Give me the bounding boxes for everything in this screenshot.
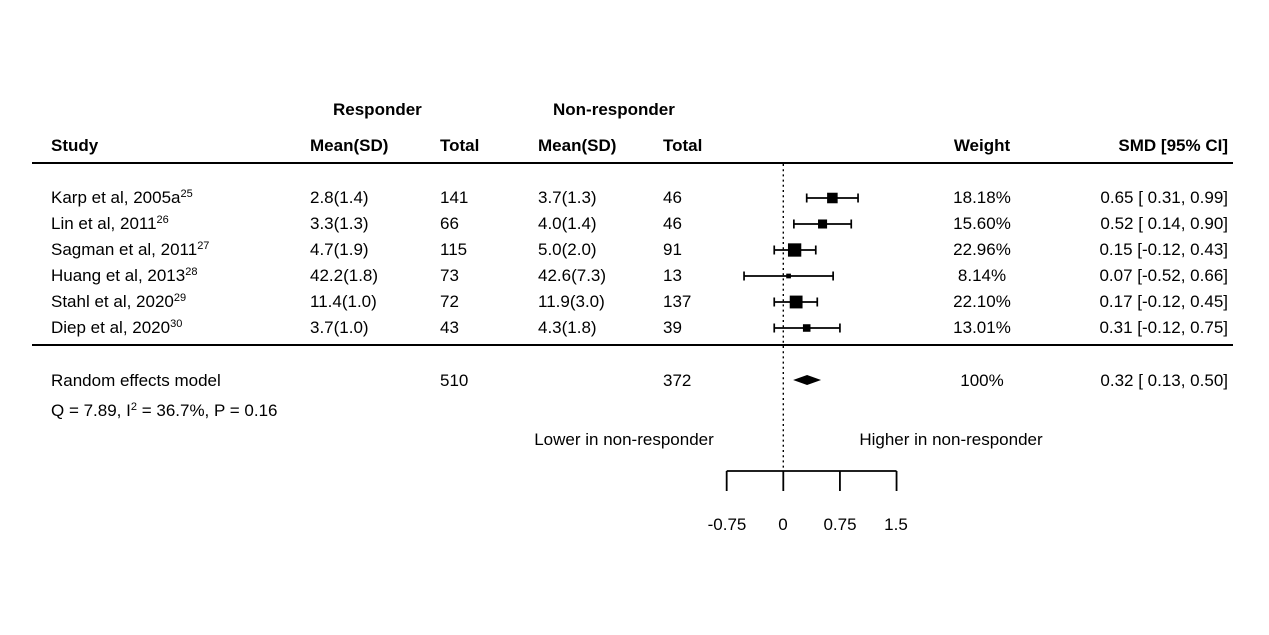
- study-column-header: Study: [51, 136, 99, 155]
- responder-total-cell: 73: [440, 266, 459, 285]
- nonresponder-total-cell: 13: [663, 266, 682, 285]
- responder-total-cell: 72: [440, 292, 459, 311]
- nonresponder-total-cell: 46: [663, 188, 682, 207]
- heterogeneity-suffix: = 36.7%, P = 0.16: [136, 401, 278, 420]
- study-ref-superscript: 29: [173, 292, 187, 304]
- smd-ci-cell: 0.52 [ 0.14, 0.90]: [1100, 214, 1228, 233]
- study-label: Sagman et al, 201127: [51, 237, 209, 263]
- heterogeneity-superscript: 2: [130, 401, 137, 413]
- nonresponder-mean-sd-cell: 11.9(3.0): [538, 292, 605, 311]
- nonresponder-mean-sd-cell: 3.7(1.3): [538, 188, 597, 207]
- effect-square: [827, 192, 838, 204]
- summary-diamond: [793, 375, 822, 385]
- nonresponder-mean-sd-cell: 4.3(1.8): [538, 318, 597, 337]
- smd-ci-cell: 0.31 [-0.12, 0.75]: [1099, 318, 1228, 337]
- summary-responder-total: 510: [440, 371, 469, 390]
- direction-label-right: Higher in non-responder: [859, 430, 1043, 449]
- study-ref-superscript: 26: [156, 214, 169, 226]
- study-label: Huang et al, 201328: [51, 263, 197, 289]
- nonresponder-mean-sd-column-header: Mean(SD): [538, 136, 617, 155]
- effect-square: [802, 324, 811, 332]
- study-name: Sagman et al, 2011: [51, 240, 198, 259]
- nonresponder-total-cell: 39: [663, 318, 682, 337]
- smd-ci-cell: 0.07 [-0.52, 0.66]: [1099, 266, 1228, 285]
- responder-total-cell: 43: [440, 318, 459, 337]
- study-label: Karp et al, 2005a25: [51, 185, 193, 211]
- summary-weight-cell: 100%: [960, 371, 1004, 390]
- header-rule: [32, 162, 1233, 164]
- study-ref-superscript: 27: [197, 240, 210, 252]
- responder-total-cell: 66: [440, 214, 459, 233]
- effect-square: [789, 295, 803, 309]
- responder-mean-sd-cell: 4.7(1.9): [310, 240, 369, 259]
- responder-total-cell: 115: [440, 240, 468, 259]
- summary-smd-ci-cell: 0.32 [ 0.13, 0.50]: [1100, 371, 1228, 390]
- study-label: Lin et al, 201126: [51, 211, 169, 237]
- weight-cell: 22.10%: [953, 292, 1011, 311]
- weight-cell: 22.96%: [953, 240, 1011, 259]
- summary-model-label: Random effects model: [51, 371, 221, 390]
- smd-ci-cell: 0.65 [ 0.31, 0.99]: [1100, 188, 1228, 207]
- heterogeneity-prefix: Q = 7.89, I: [51, 401, 131, 420]
- study-ref-superscript: 30: [170, 318, 183, 330]
- weight-cell: 15.60%: [953, 214, 1011, 233]
- nonresponder-total-cell: 137: [663, 292, 692, 311]
- nonresponder-mean-sd-cell: 4.0(1.4): [538, 214, 597, 233]
- direction-label-left: Lower in non-responder: [534, 430, 714, 449]
- nonresponder-total-cell: 91: [663, 240, 682, 259]
- weight-cell: 13.01%: [953, 318, 1011, 337]
- study-name: Diep et al, 2020: [51, 318, 171, 337]
- effect-square: [786, 273, 791, 279]
- study-label: Stahl et al, 202029: [51, 289, 186, 315]
- responder-mean-sd-cell: 2.8(1.4): [310, 188, 369, 207]
- responder-mean-sd-cell: 42.2(1.8): [310, 266, 379, 285]
- x-axis-tick-label: 1.5: [884, 515, 908, 534]
- responder-mean-sd-column-header: Mean(SD): [310, 136, 389, 155]
- responder-mean-sd-cell: 3.3(1.3): [310, 214, 369, 233]
- responder-total-column-header: Total: [440, 136, 480, 155]
- responder-mean-sd-cell: 11.4(1.0): [310, 292, 377, 311]
- nonresponder-total-cell: 46: [663, 214, 682, 233]
- nonresponder-total-column-header: Total: [663, 136, 703, 155]
- study-name: Stahl et al, 2020: [51, 292, 174, 311]
- study-label: Diep et al, 202030: [51, 315, 182, 341]
- effect-square: [818, 219, 828, 229]
- responder-group-header: Responder: [333, 100, 422, 119]
- study-name: Huang et al, 2013: [51, 266, 186, 285]
- effect-square: [787, 243, 802, 257]
- x-axis-tick-label: -0.75: [707, 515, 747, 534]
- nonresponder-mean-sd-cell: 42.6(7.3): [538, 266, 607, 285]
- smd-ci-column-header: SMD [95% CI]: [1118, 136, 1228, 155]
- nonresponder-group-header: Non-responder: [553, 100, 675, 119]
- x-axis-tick-label: 0: [778, 515, 788, 534]
- nonresponder-mean-sd-cell: 5.0(2.0): [538, 240, 597, 259]
- summary-nonresponder-total: 372: [663, 371, 692, 390]
- responder-total-cell: 141: [440, 188, 469, 207]
- weight-cell: 18.18%: [953, 188, 1011, 207]
- study-ref-superscript: 25: [180, 188, 193, 200]
- smd-ci-cell: 0.17 [-0.12, 0.45]: [1099, 292, 1228, 311]
- heterogeneity-stats: Q = 7.89, I2 = 36.7%, P = 0.16: [51, 398, 278, 424]
- study-name: Karp et al, 2005a: [51, 188, 181, 207]
- x-axis-tick-label: 0.75: [823, 515, 857, 534]
- responder-mean-sd-cell: 3.7(1.0): [310, 318, 369, 337]
- weight-cell: 8.14%: [957, 266, 1007, 285]
- weight-column-header: Weight: [953, 136, 1011, 155]
- summary-rule: [32, 344, 1233, 346]
- study-name: Lin et al, 2011: [51, 214, 157, 233]
- study-ref-superscript: 28: [185, 266, 198, 278]
- smd-ci-cell: 0.15 [-0.12, 0.43]: [1099, 240, 1228, 259]
